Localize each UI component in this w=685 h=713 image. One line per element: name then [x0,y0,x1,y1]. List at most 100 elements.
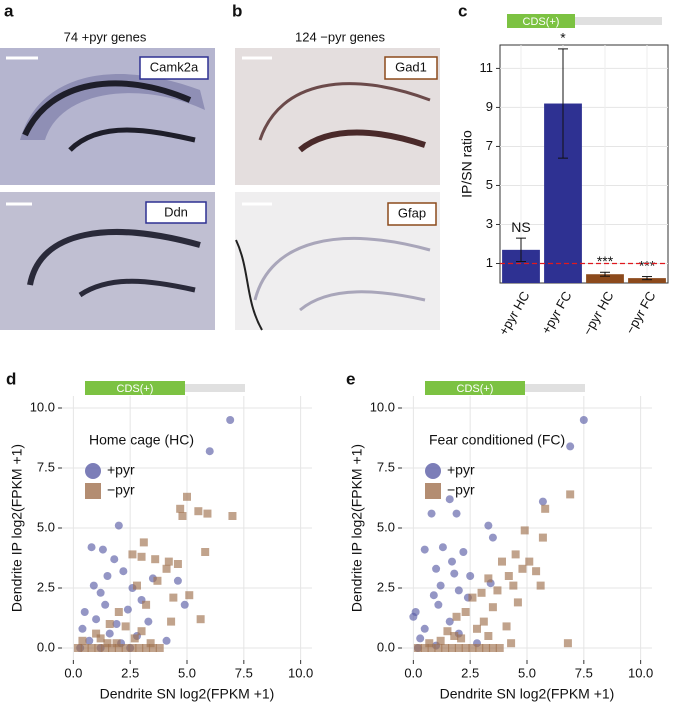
header-box [425,381,525,395]
point [538,497,547,506]
point [484,632,493,640]
gene-label: Gad1 [395,59,427,74]
point [420,624,429,633]
x-axis-label: Dendrite SN log2(FPKM +1) [440,686,615,702]
point [461,644,470,652]
point [477,588,486,597]
point [513,598,522,607]
point [427,509,436,518]
point [114,644,123,652]
y-tick-label: 10.0 [370,399,395,414]
point [466,572,475,580]
point [194,507,203,516]
gene-box [145,201,207,224]
point [162,636,171,645]
point [205,447,214,456]
point [114,608,123,616]
gene-box [384,56,438,80]
point [441,644,450,652]
x-tick-label: −pyr FC [622,289,658,337]
point [452,612,461,621]
point [139,538,148,547]
point [105,620,114,628]
micrograph [235,48,440,331]
point [128,644,137,652]
legend-label: +pyr [447,462,475,478]
point [518,564,527,573]
legend-marker [425,463,441,479]
point [438,543,447,552]
point [121,622,130,631]
legend-title: Home cage (HC) [89,432,194,448]
point [445,495,454,504]
point [416,634,425,643]
point [146,639,155,648]
point [164,557,173,566]
point [78,624,87,633]
header-box [85,381,185,395]
y-axis-label: Dendrite IP log2(FPKM +1) [9,444,25,612]
annotation: NS [511,219,530,235]
point [420,545,429,554]
x-tick-label: +pyr FC [538,289,574,337]
point [105,629,114,638]
point [436,581,445,590]
header-track [525,384,585,392]
point [169,593,178,602]
legend-marker [85,463,101,479]
panel-caption: 74 +pyr genes [64,29,147,44]
point [538,533,547,542]
point [96,634,105,643]
point [85,636,94,645]
point [493,586,502,595]
header-track [185,384,245,392]
panel-label: a [4,1,14,20]
point [409,612,418,621]
header-label: CDS(+) [457,383,494,395]
point [532,567,541,576]
gene-label: Camk2a [150,59,199,74]
point [228,512,237,520]
point [178,512,187,520]
annotation: *** [597,253,614,269]
y-tick-label: 9 [486,99,493,114]
point [495,644,504,652]
point [201,548,210,556]
point [173,560,182,568]
annotation: *** [639,257,656,273]
point [144,617,153,626]
point [434,644,443,652]
point [119,567,128,576]
bar [586,274,624,283]
y-tick-label: 1 [486,255,493,270]
y-tick-label: 11 [480,60,494,75]
point [137,627,146,636]
point [475,644,484,652]
plot-area [499,44,669,284]
y-axis-label: IP/SN ratio [459,130,475,198]
gene-label: Gfap [398,205,426,220]
point [504,572,513,580]
point [153,576,162,585]
x-axis-label: Dendrite SN log2(FPKM +1) [100,686,275,702]
x-tick-label: 7.5 [235,665,253,680]
gene-box [387,202,437,226]
point [196,615,205,624]
x-tick-label: 10.0 [628,665,653,680]
point [173,576,182,585]
point [121,644,130,652]
point [563,639,572,648]
micrograph [0,48,215,330]
point [87,644,96,652]
point [484,574,493,583]
point [142,600,151,609]
y-tick-label: 5.0 [37,519,55,534]
point [445,617,454,626]
legend-label: −pyr [447,482,475,498]
legend-label: +pyr [107,462,135,478]
point [110,555,119,564]
point [176,504,185,513]
point [488,603,497,612]
point [226,416,235,424]
y-tick-label: 0.0 [377,639,395,654]
